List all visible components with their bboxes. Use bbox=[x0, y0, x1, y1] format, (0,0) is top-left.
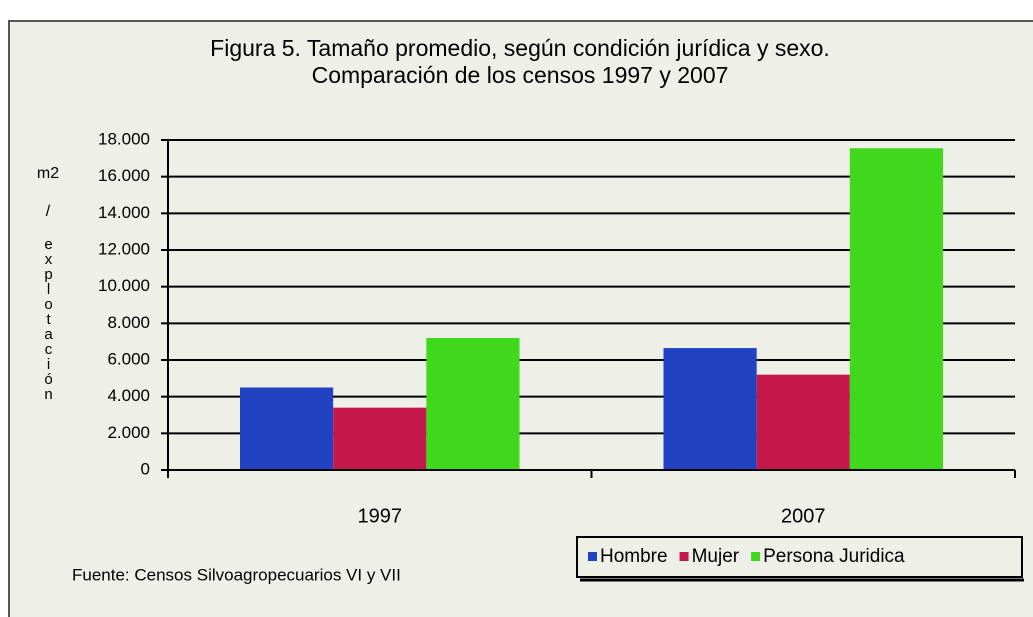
bar bbox=[756, 374, 850, 470]
y-tick-label: 6.000 bbox=[107, 349, 150, 368]
legend-swatch bbox=[679, 552, 689, 561]
bar bbox=[239, 387, 334, 470]
y-tick-label: 18.000 bbox=[98, 129, 150, 148]
source-note: Fuente: Censos Silvoagropecuarios VI y V… bbox=[72, 565, 401, 584]
y-tick-label: 10.000 bbox=[98, 276, 150, 295]
y-axis-label: explotación bbox=[40, 236, 57, 401]
legend-label: Hombre bbox=[600, 546, 668, 567]
x-tick-label: 1997 bbox=[358, 505, 403, 527]
bar bbox=[426, 338, 520, 470]
bar bbox=[849, 148, 944, 470]
legend-swatch bbox=[588, 552, 597, 561]
y-tick-label: 0 bbox=[141, 459, 150, 478]
legend-box bbox=[576, 536, 1023, 578]
bar bbox=[663, 348, 757, 470]
legend-label: Mujer bbox=[692, 546, 740, 567]
y-tick-label: 16.000 bbox=[98, 166, 150, 185]
x-tick-label: 2007 bbox=[781, 505, 826, 527]
y-axis-label: m2 bbox=[37, 165, 59, 182]
y-tick-label: 12.000 bbox=[98, 239, 150, 258]
y-axis-label: / bbox=[46, 203, 51, 220]
legend-label: Persona Juridica bbox=[763, 546, 905, 567]
chart-title: Comparación de los censos 1997 y 2007 bbox=[312, 62, 729, 88]
y-tick-label: 2.000 bbox=[107, 423, 150, 442]
y-tick-label: 14.000 bbox=[98, 203, 150, 222]
legend-swatch bbox=[751, 552, 761, 561]
y-tick-label: 8.000 bbox=[107, 313, 150, 332]
y-tick-label: 4.000 bbox=[107, 386, 150, 405]
chart-title: Figura 5. Tamaño promedio, según condici… bbox=[210, 35, 830, 61]
bar bbox=[333, 407, 427, 470]
